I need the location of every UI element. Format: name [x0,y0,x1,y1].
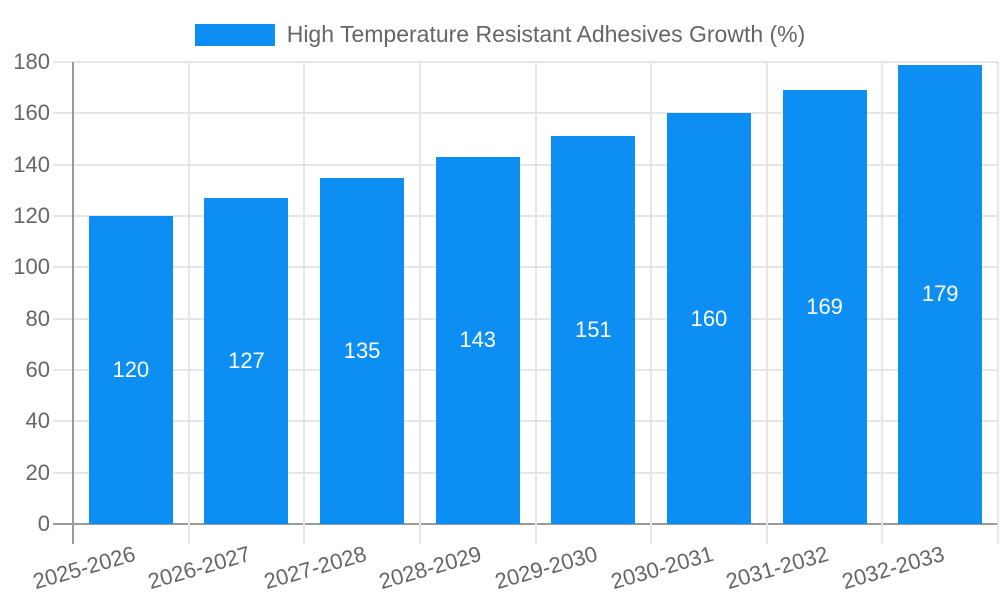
y-axis-tick-label: 180 [13,49,50,74]
x-axis-tick-mark [765,524,768,544]
x-axis-tick-mark [418,524,421,544]
bar-value-label: 179 [921,281,959,307]
y-axis-tick-mark [53,317,73,320]
y-axis-tick-label: 80 [25,305,50,331]
gridline-vertical [303,62,306,524]
bar-value-label: 127 [228,348,265,373]
bar: 160 [666,113,751,524]
y-axis-tick-mark [53,420,73,423]
x-axis-tick-mark [72,524,74,544]
x-axis-tick-label: 2031-2032 [723,541,832,595]
x-axis-tick-mark [534,524,537,544]
y-axis-tick-mark [53,163,73,166]
bar: 151 [551,136,636,524]
x-axis-tick-label: 2025-2026 [29,541,138,595]
gridline-vertical [881,62,884,524]
bar-value-label: 160 [690,305,728,331]
y-axis-tick-label: 40 [25,408,50,434]
legend-swatch [194,23,275,46]
y-axis-tick-label: 0 [37,511,50,536]
legend: High Temperature Resistant Adhesives Gro… [0,21,1000,48]
x-axis-tick-mark [997,524,999,544]
y-axis-tick-label: 60 [25,357,50,382]
gridline-vertical [650,62,653,524]
y-axis-tick-mark [53,61,73,63]
x-axis-tick-label: 2026-2027 [145,541,254,595]
bar-value-label: 135 [343,337,381,363]
x-axis-tick-label: 2027-2028 [260,541,369,595]
x-axis-tick-label: 2029-2030 [492,541,601,595]
x-axis-tick-mark [303,524,306,544]
gridline-vertical [534,62,537,524]
x-axis-tick-mark [650,524,653,544]
x-axis-tick-mark [881,524,884,544]
y-axis-tick-mark [53,523,73,525]
gridline-vertical [72,62,74,524]
legend-label: High Temperature Resistant Adhesives Gro… [286,21,806,47]
y-axis-tick-mark [53,471,73,474]
y-axis-tick-label: 100 [13,254,50,280]
y-axis-tick-mark [53,215,73,217]
gridline-vertical [187,62,190,524]
bar: 179 [898,64,983,524]
y-axis-tick-label: 160 [13,100,50,126]
bar: 120 [88,216,173,524]
y-axis-tick-label: 140 [13,151,50,177]
y-axis-tick-mark [53,266,73,269]
bar: 143 [435,156,520,524]
bar-value-label: 120 [112,357,150,382]
bar-value-label: 143 [459,327,497,353]
bar-value-label: 151 [574,317,612,343]
y-axis-tick-mark [53,369,73,371]
y-axis-tick-mark [53,112,73,115]
bar-value-label: 169 [806,294,843,320]
x-axis-tick-mark [187,524,190,544]
bar: 169 [782,90,867,524]
bar: 127 [204,198,289,524]
x-axis-tick-label: 2030-2031 [607,541,716,595]
y-axis-tick-label: 20 [25,459,50,485]
bar: 135 [320,177,405,524]
y-axis-tick-label: 120 [13,203,50,228]
gridline-vertical [765,62,768,524]
gridline-vertical [418,62,421,524]
gridline-vertical [997,62,999,524]
x-axis-tick-label: 2028-2029 [376,541,485,595]
x-axis-tick-label: 2032-2033 [839,541,948,595]
